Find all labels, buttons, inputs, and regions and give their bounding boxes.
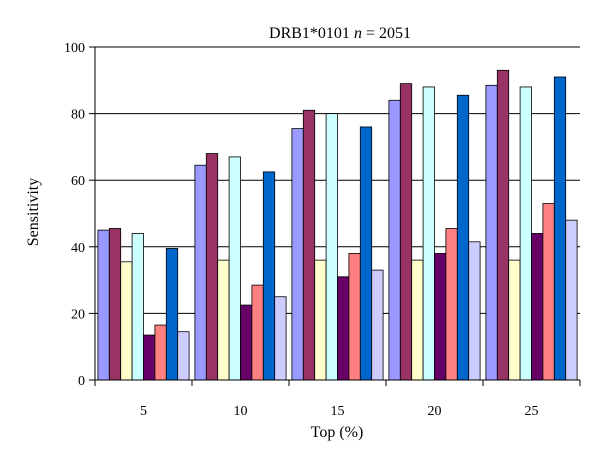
bar-25-series-4 [519,86,532,381]
y-axis-title: Sensitivity [25,178,42,246]
bar-10-series-8 [274,296,287,381]
bar-20-series-1 [388,99,401,381]
bar-15-series-5 [337,276,350,381]
bar-15-series-1 [291,128,304,381]
bar-10-series-5 [240,304,253,381]
bar-15-series-3 [314,259,327,381]
bar-20-series-3 [411,259,424,381]
axes [89,46,581,386]
bars [97,69,578,381]
bar-25-series-7 [553,76,567,381]
x-axis-title: Top (%) [311,424,364,441]
x-tick-label: 5 [140,404,147,419]
bar-5-series-6 [154,324,167,381]
chart-title: DRB1*0101 n = 2051 [269,25,411,42]
bar-10-series-1 [194,164,207,381]
bar-25-series-1 [485,84,498,381]
bar-15-series-2 [302,109,316,381]
chart-title-main: DRB1*0101 [269,25,350,42]
y-tick-label: 80 [71,108,85,123]
x-tick-label: 10 [234,404,248,419]
bar-15-series-8 [371,269,384,381]
bar-20-series-8 [468,241,481,381]
x-tick-labels: 5 10 15 20 25 [140,404,539,419]
bar-10-series-6 [251,284,264,381]
x-tick-label: 20 [428,404,442,419]
bar-25-series-6 [542,203,555,381]
bar-20-series-6 [445,228,458,381]
y-tick-label: 0 [78,374,85,389]
bar-25-series-8 [565,219,578,381]
bar-10-series-2 [205,153,219,381]
y-tick-label: 40 [71,241,85,256]
bar-5-series-5 [143,334,156,381]
bar-5-series-7 [165,248,179,381]
bar-20-series-7 [456,94,470,381]
bar-5-series-4 [131,233,144,381]
bar-25-series-3 [508,259,521,381]
bar-15-series-6 [348,253,361,381]
x-tick-label: 25 [525,404,539,419]
bar-5-series-8 [177,331,190,381]
chart-title-n-value: = 2051 [366,25,411,42]
bar-25-series-2 [496,69,510,381]
x-tick-label: 15 [331,404,345,419]
y-tick-labels: 0 20 40 60 80 100 [64,41,85,389]
bar-15-series-4 [325,113,338,381]
bar-10-series-4 [228,156,241,381]
bar-25-series-5 [531,233,544,381]
bar-5-series-1 [97,229,110,381]
bar-5-series-3 [120,261,133,381]
bar-10-series-7 [262,171,276,381]
y-tick-label: 20 [71,307,85,322]
bar-15-series-7 [359,126,373,381]
bar-20-series-4 [422,86,435,381]
bar-5-series-2 [108,228,122,381]
bar-20-series-2 [399,83,413,381]
y-tick-label: 60 [71,174,85,189]
bar-10-series-3 [217,259,230,381]
chart-title-n-label: n [354,25,362,42]
bar-20-series-5 [434,253,447,381]
y-tick-label: 100 [64,41,85,56]
